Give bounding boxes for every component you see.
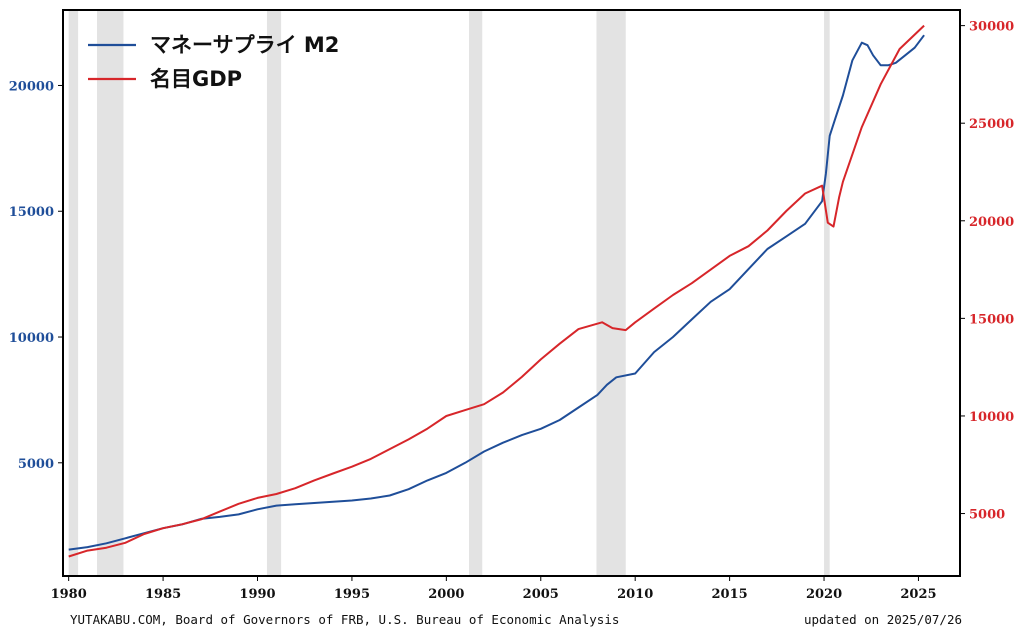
x-tick-label: 2025 (900, 587, 936, 602)
recession-bands (68, 10, 830, 576)
y-right-tick-label: 20000 (969, 215, 1014, 230)
y-left-tick-label: 10000 (9, 331, 54, 346)
x-tick-label: 1985 (145, 587, 181, 602)
x-axis: 1980 1985 1990 1995 2000 2005 2010 2015 2020 2025 (51, 576, 937, 602)
series-lines (68, 24, 925, 558)
recession-band (824, 10, 830, 576)
recession-band (68, 10, 79, 576)
y-right-tick-label: 5000 (969, 508, 1005, 523)
x-tick-label: 2020 (806, 587, 842, 602)
y-right-tick-label: 25000 (969, 117, 1014, 132)
x-tick-label: 2010 (617, 587, 653, 602)
plot-frame (62, 9, 961, 577)
y-right-tick-label: 30000 (969, 20, 1014, 35)
y-axis-left: 5000 10000 15000 20000 (9, 79, 63, 472)
x-tick-label: 2015 (712, 587, 748, 602)
y-left-tick-label: 20000 (9, 79, 54, 94)
x-tick-label: 1995 (334, 587, 370, 602)
y-right-tick-label: 15000 (969, 312, 1014, 327)
x-tick-label: 1980 (51, 587, 87, 602)
source-credit: YUTAKABU.COM, Board of Governors of FRB,… (70, 612, 620, 627)
y-left-tick-label: 5000 (18, 457, 54, 472)
legend: マネーサプライ M2 名目GDP (88, 33, 339, 91)
x-tick-label: 1990 (239, 587, 275, 602)
y-right-tick-label: 10000 (969, 410, 1014, 425)
recession-band (266, 10, 282, 576)
legend-label-m2: マネーサプライ M2 (150, 33, 339, 57)
recession-band (469, 10, 483, 576)
y-left-tick-label: 15000 (9, 205, 54, 220)
y-axis-right: 5000 10000 15000 20000 25000 30000 (960, 20, 1014, 523)
updated-date: updated on 2025/07/26 (803, 612, 962, 627)
recession-band (596, 10, 626, 576)
legend-label-gdp: 名目GDP (150, 67, 242, 91)
x-tick-label: 2005 (523, 587, 559, 602)
series-line-1 (68, 24, 925, 558)
x-tick-label: 2000 (428, 587, 464, 602)
series-line-0 (68, 34, 925, 551)
recession-band (96, 10, 124, 576)
